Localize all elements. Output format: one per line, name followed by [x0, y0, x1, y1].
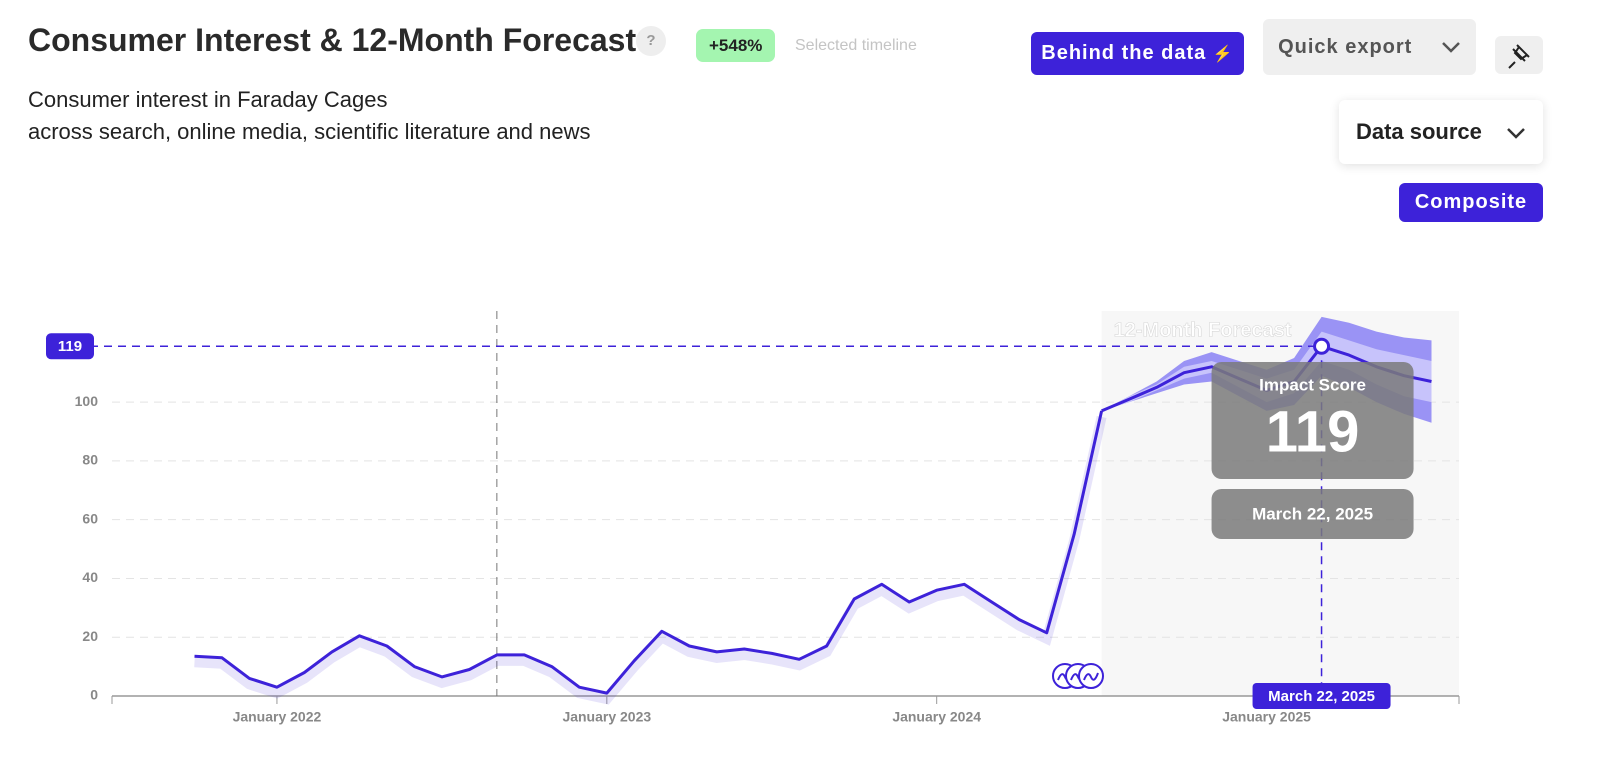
bolt-icon: ⚡ — [1212, 46, 1234, 63]
y-tick-label: 100 — [75, 393, 99, 409]
tooltip-date-box — [1211, 489, 1414, 539]
highlight-x-tag — [1252, 683, 1391, 709]
highlight-y-tag — [46, 333, 94, 360]
page-title: Consumer Interest & 12-Month Forecast — [28, 22, 637, 58]
y-tick-label: 0 — [90, 687, 98, 703]
forecast-band — [1101, 331, 1432, 411]
forecast-label: 12-Month Forecast — [1114, 319, 1292, 341]
x-tick-label: January 2022 — [233, 709, 322, 725]
y-tick-label: 40 — [82, 569, 98, 585]
chevron — [1507, 128, 1525, 139]
highlight-x-label: March 22, 2025 — [1268, 688, 1375, 705]
tooltip-value: 119 — [1266, 399, 1360, 464]
change-caption: Selected timeline — [795, 37, 917, 54]
highlight-y-label: 119 — [58, 338, 82, 355]
x-tick-label: January 2025 — [1222, 709, 1311, 725]
history-line — [194, 410, 1104, 695]
y-tick-label: 20 — [82, 628, 98, 644]
event-icon-glyph — [1083, 672, 1099, 681]
composite-button[interactable]: Composite — [1399, 183, 1543, 222]
button-label: Data source — [1355, 119, 1482, 144]
data-source-dropdown[interactable]: Data source — [1339, 100, 1543, 164]
tooltip-box — [1211, 362, 1414, 479]
button-label: Behind the data — [1041, 42, 1207, 64]
pin-button[interactable] — [1495, 36, 1543, 74]
y-tick-label: 80 — [82, 452, 98, 468]
pin-icon — [1508, 44, 1530, 69]
subtitle-line: Consumer interest in Faraday Cages — [28, 87, 388, 112]
line-glow — [194, 415, 1107, 705]
chevron — [1442, 42, 1460, 53]
subtitle: Consumer interest in Faraday Cages acros… — [28, 84, 591, 148]
x-tick-label: January 2023 — [562, 709, 651, 725]
x-tick-label: January 2024 — [892, 709, 981, 725]
tooltip-date: March 22, 2025 — [1252, 504, 1373, 523]
change-badge: +548% — [696, 29, 776, 62]
behind-the-data-button[interactable]: Behind the data ⚡ — [1031, 32, 1244, 75]
y-tick-label: 60 — [82, 510, 98, 526]
highlight-point — [1313, 337, 1331, 355]
help-button[interactable]: ? — [636, 26, 666, 56]
tooltip-title: Impact Score — [1259, 375, 1366, 394]
button-label: Quick export — [1278, 36, 1413, 58]
quick-export-button[interactable]: Quick export — [1263, 19, 1476, 75]
subtitle-line: across search, online media, scientific … — [28, 119, 591, 144]
